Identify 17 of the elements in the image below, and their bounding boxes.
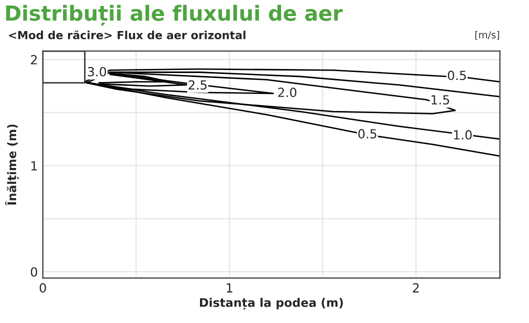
chart-subtitle: <Mod de răcire> Flux de aer orizontal [9, 30, 246, 40]
y-axis-title: Înălțime (m) [5, 124, 19, 206]
annotation: 0.5 [448, 70, 466, 80]
y-tick-label: 0 [30, 267, 38, 277]
annotation: 1.0 [454, 130, 472, 140]
x-tick-label: 1 [226, 283, 232, 292]
annotation: 2.5 [188, 80, 207, 90]
annotation: 2.0 [278, 88, 296, 98]
x-tick-label: 2 [412, 283, 419, 292]
chart-title: Distribuții ale fluxului de aer [6, 4, 343, 26]
annotation: 3.0 [88, 66, 106, 76]
annotation: 1.5 [432, 95, 450, 105]
x-axis-title: Distanța la podea (m) [200, 298, 343, 310]
text: [m/s] [475, 30, 500, 40]
x-tick-label: 0 [40, 283, 46, 293]
y-tick-label: 1 [31, 161, 37, 170]
y-tick-label: 2 [30, 54, 37, 64]
